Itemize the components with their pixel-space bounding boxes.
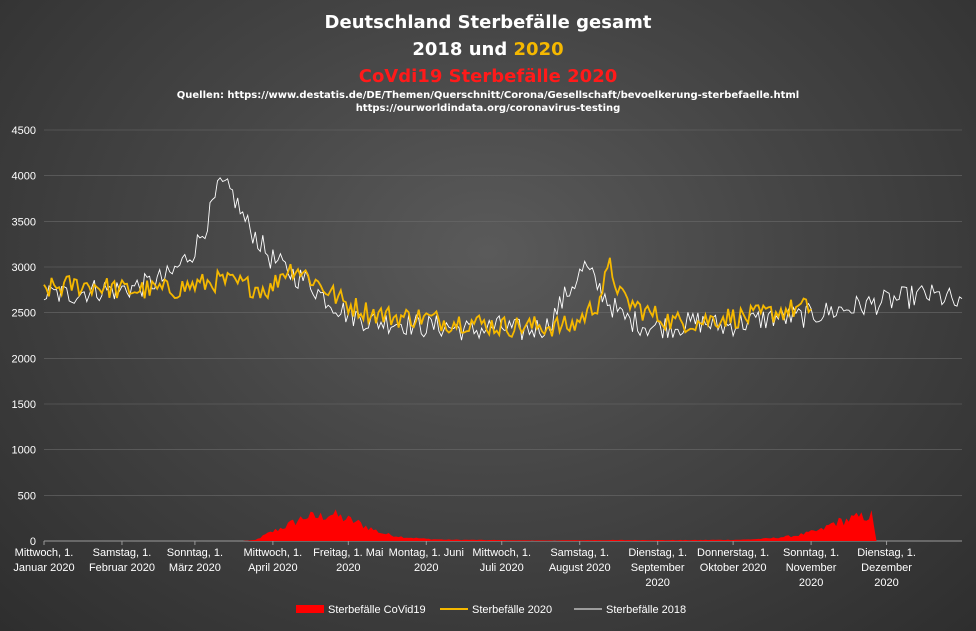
x-tick-label: Dienstag, 1. Dezember 2020 [857,547,916,589]
x-tick-label: Mittwoch, 1. Juli 2020 [472,547,531,574]
x-tick-label: Dienstag, 1. September 2020 [628,547,687,589]
y-tick-label: 0 [30,536,36,548]
x-tick-label: Sonntag, 1. März 2020 [167,547,223,574]
x-tick-label: Samstag, 1. August 2020 [549,547,611,574]
x-tick-label: Mittwoch, 1. April 2020 [244,547,303,574]
x-axis: Mittwoch, 1. Januar 2020 Samstag, 1. Februa… [13,541,916,589]
legend-label-2020: Sterbefälle 2020 [472,604,552,616]
y-tick-label: 3000 [12,262,36,274]
title-year-2018: 2018 und [412,39,513,60]
series-covid-area [242,509,877,541]
y-tick-label: 1000 [12,445,36,457]
chart-source-1: Quellen: https://www.destatis.de/DE/Them… [177,90,799,101]
legend-swatch-covid [296,605,324,613]
plot-area [43,177,963,541]
x-tick-label: Mittwoch, 1. Januar 2020 [13,547,74,574]
chart-title-line2: 2018 und 2020 [412,39,563,60]
y-tick-label: 4000 [12,171,36,183]
y-tick-label: 3500 [12,216,36,228]
x-tick-label: Montag, 1. Juni 2020 [389,547,464,574]
series-2020-line [43,257,812,338]
x-tick-label: Freitag, 1. Mai 2020 [313,547,383,574]
chart-title-covid: CoVdi19 Sterbefälle 2020 [359,66,618,87]
y-tick-label: 2500 [12,308,36,320]
y-tick-label: 4500 [12,125,36,137]
y-tick-label: 2000 [12,353,36,365]
x-tick-label: Donnerstag, 1. Oktober 2020 [697,547,769,574]
gridlines [44,129,962,542]
title-year-2020: 2020 [514,39,564,60]
legend-label-covid: Sterbefälle CoVid19 [328,604,426,616]
series-2018-line [43,177,963,341]
y-axis: 0 500 1000 1500 2000 2500 3000 3500 4000 4500 [12,125,36,548]
x-tick-label: Sonntag, 1. November 2020 [783,547,839,589]
y-tick-label: 500 [18,490,36,502]
x-tick-label: Samstag, 1. Februar 2020 [89,547,155,574]
chart-title-line1: Deutschland Sterbefälle gesamt [325,12,652,33]
legend: Sterbefälle CoVid19 Sterbefälle 2020 Ste… [296,604,686,616]
y-tick-label: 1500 [12,399,36,411]
legend-label-2018: Sterbefälle 2018 [606,604,686,616]
chart-source-2: https://ourworldindata.org/coronavirus-t… [356,103,621,114]
